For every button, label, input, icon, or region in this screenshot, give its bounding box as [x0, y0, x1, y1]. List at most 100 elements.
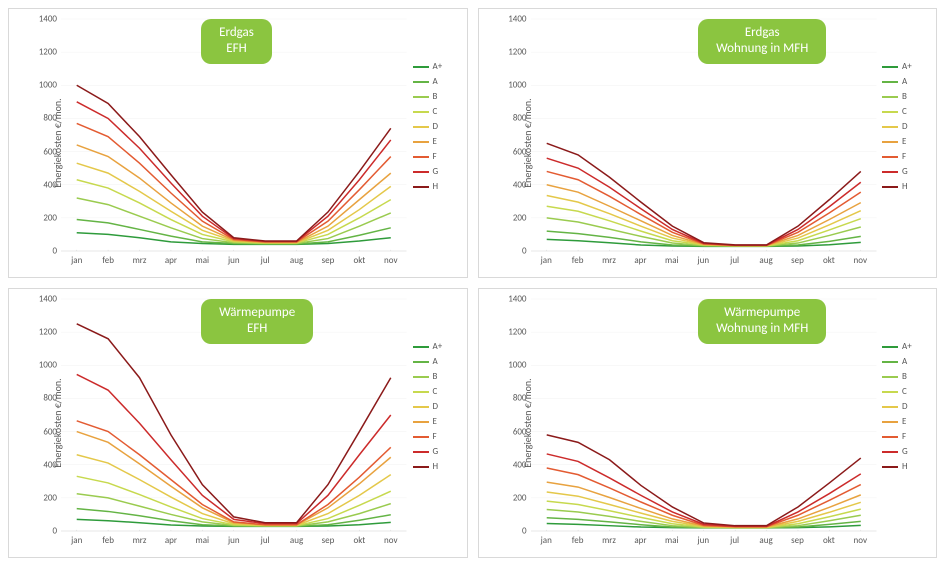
legend-label: A+ [902, 341, 912, 352]
x-tick-label: okt [353, 535, 365, 546]
legend-item: D [413, 121, 461, 132]
legend-item: F [413, 431, 461, 442]
x-tick-label: nov [854, 535, 868, 546]
legend-swatch [413, 466, 429, 468]
legend-label: F [902, 151, 906, 162]
x-tick-label: apr [165, 535, 177, 546]
legend-label: D [433, 121, 439, 132]
y-tick-label: 400 [501, 459, 527, 470]
series-line [77, 374, 391, 523]
chart-panel: WärmepumpeEFHEnergiekosten €/mon.0200400… [8, 288, 468, 558]
legend-swatch [882, 391, 898, 393]
legend-item: G [882, 446, 930, 457]
legend-swatch [413, 66, 429, 68]
legend-swatch [413, 96, 429, 98]
y-tick-label: 1200 [31, 47, 57, 58]
legend-swatch [882, 376, 898, 378]
legend-item: B [413, 371, 461, 382]
chart-title-line: Wärmepumpe [716, 305, 808, 321]
x-tick-label: mai [196, 535, 210, 546]
legend-item: D [882, 401, 930, 412]
legend-swatch [882, 451, 898, 453]
chart-panel: WärmepumpeWohnung in MFHEnergiekosten €/… [478, 288, 938, 558]
x-tick-label: aug [290, 535, 303, 546]
x-tick-label: nov [384, 535, 398, 546]
x-tick-label: sep [322, 255, 335, 266]
chart-title-badge: WärmepumpeWohnung in MFH [698, 299, 826, 344]
legend-item: H [882, 181, 930, 192]
chart-title-line: Wohnung in MFH [716, 41, 808, 57]
legend-swatch [882, 81, 898, 83]
chart-title-badge: ErdgasEFH [201, 19, 272, 64]
y-tick-label: 600 [31, 146, 57, 157]
legend-item: E [413, 416, 461, 427]
x-tick-label: okt [823, 255, 835, 266]
legend-item: B [413, 91, 461, 102]
legend-label: C [902, 386, 907, 397]
legend-item: G [882, 166, 930, 177]
series-line [77, 180, 391, 243]
legend-label: B [433, 371, 438, 382]
y-tick-label: 0 [501, 246, 527, 257]
x-tick-label: jan [71, 535, 82, 546]
legend-swatch [882, 436, 898, 438]
legend-label: A [902, 356, 907, 367]
x-tick-label: jan [541, 535, 552, 546]
x-tick-label: jul [730, 535, 739, 546]
x-tick-label: jul [261, 255, 270, 266]
x-tick-label: jun [697, 535, 709, 546]
chart-title-badge: ErdgasWohnung in MFH [698, 19, 826, 64]
chart-title-line: Erdgas [716, 25, 808, 41]
legend-swatch [882, 156, 898, 158]
chart-panel: ErdgasWohnung in MFHEnergiekosten €/mon.… [478, 8, 938, 278]
legend-item: A [882, 356, 930, 367]
legend-label: D [433, 401, 439, 412]
legend-swatch [882, 346, 898, 348]
x-tick-label: apr [634, 255, 646, 266]
legend-swatch [413, 81, 429, 83]
y-tick-label: 200 [501, 212, 527, 223]
x-tick-label: mai [665, 255, 679, 266]
legend-label: C [902, 106, 907, 117]
legend-item: H [413, 181, 461, 192]
series-line [546, 143, 860, 245]
legend-label: E [433, 136, 437, 147]
x-tick-label: okt [353, 255, 365, 266]
legend-item: E [413, 136, 461, 147]
y-tick-label: 1000 [31, 80, 57, 91]
legend-item: D [882, 121, 930, 132]
legend-label: F [433, 151, 437, 162]
legend-item: G [413, 166, 461, 177]
x-tick-label: nov [854, 255, 868, 266]
legend-swatch [882, 171, 898, 173]
legend-label: G [902, 446, 908, 457]
legend-swatch [413, 126, 429, 128]
legend-item: A+ [413, 341, 461, 352]
series-line [546, 185, 860, 246]
x-ticks: janfebmrzaprmaijunjulaugsepoktnov [531, 535, 877, 549]
series-line [77, 421, 391, 525]
x-ticks: janfebmrzaprmaijunjulaugsepoktnov [61, 255, 407, 269]
chart-title-line: Erdgas [219, 25, 254, 41]
x-tick-label: feb [572, 535, 584, 546]
y-tick-label: 1200 [501, 47, 527, 58]
legend-label: A+ [433, 341, 443, 352]
y-tick-label: 800 [501, 393, 527, 404]
legend-item: B [882, 371, 930, 382]
legend-item: H [882, 461, 930, 472]
y-tick-label: 200 [31, 212, 57, 223]
x-tick-label: mai [196, 255, 210, 266]
legend-label: H [433, 461, 439, 472]
legend-item: D [413, 401, 461, 412]
legend-item: A [413, 76, 461, 87]
x-tick-label: jul [261, 535, 270, 546]
x-tick-label: nov [384, 255, 398, 266]
series-line [546, 435, 860, 526]
x-tick-label: aug [759, 255, 772, 266]
x-tick-label: mrz [602, 535, 616, 546]
legend-item: H [413, 461, 461, 472]
legend-swatch [413, 391, 429, 393]
legend-item: E [882, 136, 930, 147]
x-ticks: janfebmrzaprmaijunjulaugsepoktnov [61, 535, 407, 549]
legend-swatch [882, 66, 898, 68]
